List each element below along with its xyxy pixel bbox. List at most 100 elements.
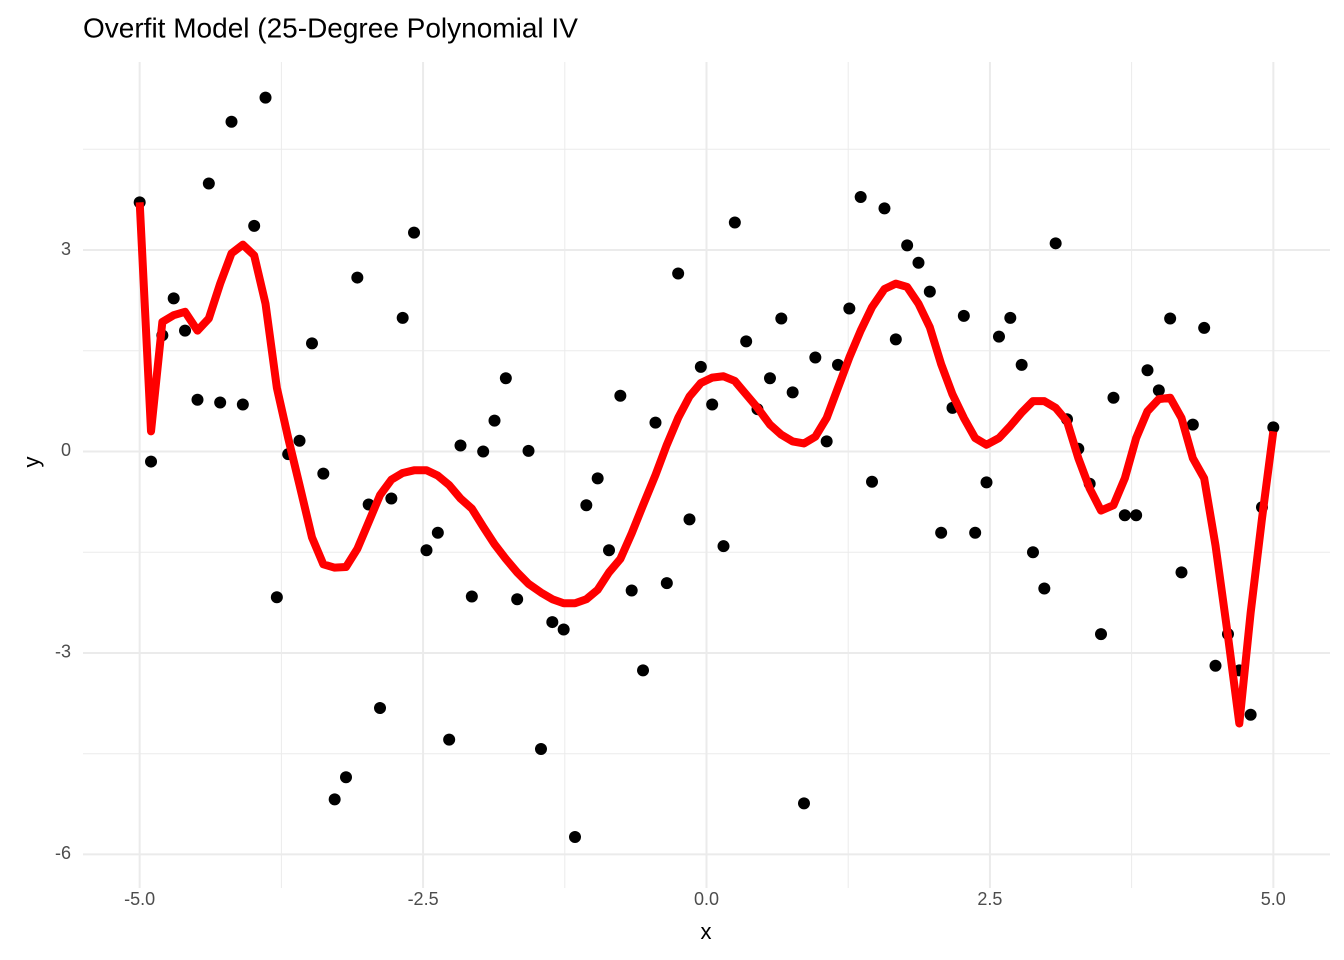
- y-tick-label: -3: [55, 642, 71, 662]
- fit-line: [135, 202, 1278, 728]
- point: [202, 177, 215, 190]
- point: [717, 540, 730, 553]
- point: [614, 389, 627, 402]
- point: [603, 544, 616, 557]
- point: [797, 797, 810, 810]
- point: [522, 444, 535, 457]
- point: [1209, 659, 1222, 672]
- point: [901, 239, 914, 252]
- y-tick-label: -6: [55, 843, 71, 863]
- point: [385, 492, 398, 505]
- point: [1107, 391, 1120, 404]
- point: [443, 733, 456, 746]
- point: [317, 467, 330, 480]
- point: [499, 372, 512, 385]
- point: [912, 256, 925, 269]
- point: [534, 742, 547, 755]
- point: [270, 591, 283, 604]
- point: [740, 335, 753, 348]
- point: [625, 584, 638, 597]
- y-tick-label: 0: [61, 440, 71, 460]
- point: [683, 513, 696, 526]
- point: [1049, 237, 1062, 250]
- point: [969, 526, 982, 539]
- point: [167, 292, 180, 305]
- point: [191, 393, 204, 406]
- point: [992, 330, 1005, 343]
- point: [854, 190, 867, 203]
- x-tick-label: 0.0: [694, 889, 719, 909]
- point: [649, 416, 662, 429]
- point: [145, 455, 158, 468]
- point: [580, 499, 593, 512]
- point: [957, 309, 970, 322]
- point: [557, 623, 570, 636]
- point: [763, 372, 776, 385]
- point: [465, 590, 478, 603]
- point: [374, 702, 387, 715]
- point: [477, 445, 490, 458]
- chart-title: Overfit Model (25-Degree Polynomial IV: [83, 12, 578, 43]
- point: [878, 202, 891, 215]
- y-tick-label: 3: [61, 239, 71, 259]
- point: [1198, 321, 1211, 334]
- point: [775, 312, 788, 325]
- point: [832, 358, 845, 371]
- x-tick-label: -5.0: [124, 889, 155, 909]
- point: [820, 435, 833, 448]
- point: [1015, 358, 1028, 371]
- point: [1175, 566, 1188, 579]
- point: [1004, 311, 1017, 324]
- point: [546, 616, 559, 629]
- point: [1141, 364, 1154, 377]
- point: [889, 333, 902, 346]
- x-tick-label: -2.5: [408, 889, 439, 909]
- point: [694, 360, 707, 373]
- y-axis-label: y: [19, 457, 44, 468]
- point: [980, 476, 993, 489]
- point: [809, 351, 822, 364]
- point: [351, 271, 364, 284]
- point: [454, 439, 467, 452]
- point: [396, 311, 409, 324]
- point: [591, 472, 604, 485]
- point: [259, 91, 272, 104]
- point: [1244, 708, 1257, 721]
- point: [1152, 384, 1165, 397]
- point: [1164, 312, 1177, 325]
- point: [340, 771, 353, 784]
- point: [488, 414, 501, 427]
- point: [1026, 546, 1039, 559]
- point: [923, 285, 936, 298]
- point: [179, 324, 192, 337]
- point: [1118, 509, 1131, 522]
- point: [420, 544, 433, 557]
- point: [214, 396, 227, 409]
- point: [866, 475, 879, 488]
- point: [786, 386, 799, 399]
- point: [1186, 418, 1199, 431]
- x-tick-label: 5.0: [1261, 889, 1286, 909]
- x-axis-label: x: [701, 919, 712, 944]
- point: [660, 577, 673, 590]
- point: [408, 226, 421, 239]
- point: [843, 302, 856, 315]
- point: [236, 398, 249, 411]
- point: [1267, 421, 1280, 434]
- point: [225, 115, 238, 128]
- x-tick-label: 2.5: [977, 889, 1002, 909]
- point: [293, 434, 306, 447]
- point: [706, 398, 719, 411]
- point: [672, 267, 685, 280]
- point: [305, 337, 318, 350]
- point: [328, 793, 341, 806]
- point: [728, 216, 741, 229]
- point: [1038, 582, 1051, 595]
- point: [248, 219, 261, 232]
- point: [511, 593, 524, 606]
- point: [1130, 509, 1143, 522]
- point: [637, 664, 650, 677]
- point: [568, 830, 581, 843]
